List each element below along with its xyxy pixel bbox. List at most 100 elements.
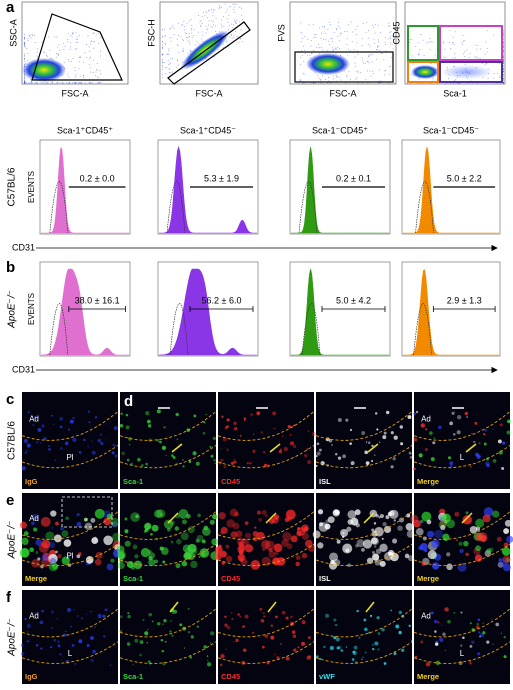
event-dot <box>24 78 26 80</box>
event-dot <box>24 43 26 45</box>
event-dot <box>231 27 233 29</box>
signal <box>285 656 290 661</box>
event-dot <box>40 82 42 84</box>
event-dot <box>33 35 35 36</box>
gate <box>439 25 503 61</box>
event-dot <box>181 50 183 52</box>
event-dot <box>96 62 98 64</box>
signal <box>500 632 503 635</box>
event-dot <box>337 25 339 27</box>
micrograph: ISL <box>312 493 415 586</box>
event-dot <box>24 75 26 77</box>
event-dot <box>503 44 504 46</box>
event-dot <box>503 51 504 53</box>
gate <box>167 21 251 85</box>
event-dot <box>377 45 379 47</box>
event-dot <box>236 19 238 21</box>
event-dot <box>168 50 170 52</box>
event-dot <box>177 45 179 47</box>
stain-label: CD45 <box>221 574 240 583</box>
event-dot <box>67 41 68 43</box>
boundary <box>119 444 217 469</box>
event-dot <box>367 82 369 84</box>
signal <box>187 631 190 634</box>
signal <box>410 514 419 523</box>
event-dot <box>24 62 26 64</box>
event-dot <box>161 36 163 38</box>
event-dot <box>389 36 391 37</box>
event-dot <box>215 18 217 20</box>
signal <box>219 663 223 667</box>
signal <box>324 613 330 618</box>
event-dot <box>167 53 169 55</box>
event-dot <box>320 82 322 84</box>
event-dot <box>227 21 229 23</box>
signal <box>41 554 49 562</box>
event-dot <box>426 42 428 43</box>
signal <box>97 613 102 619</box>
pointer-arrow <box>363 512 375 524</box>
event-dot <box>462 44 464 46</box>
signal <box>316 442 320 446</box>
image-bg <box>414 493 510 586</box>
boundary <box>315 543 413 567</box>
event-dot <box>486 30 488 32</box>
signal <box>273 514 280 520</box>
signal <box>382 522 387 527</box>
signal <box>76 513 80 517</box>
event-dot <box>340 32 342 34</box>
signal <box>356 539 365 548</box>
signal <box>243 419 246 421</box>
signal <box>384 551 393 561</box>
event-dot <box>59 50 61 51</box>
event-dot <box>24 42 26 44</box>
stain-label: Sca-1 <box>123 477 143 486</box>
event-dot <box>177 60 179 62</box>
event-dot <box>161 48 163 50</box>
event-dot <box>312 23 314 25</box>
event-dot <box>98 42 100 44</box>
pointer-arrow <box>465 443 477 453</box>
signal <box>53 423 55 425</box>
signal <box>212 436 216 440</box>
signal <box>331 444 333 446</box>
signal <box>221 415 224 418</box>
event-dot <box>327 29 329 30</box>
signal <box>211 538 219 546</box>
event-dot <box>24 77 26 78</box>
event-dot <box>233 37 235 39</box>
signal <box>214 552 222 561</box>
signal <box>147 424 152 428</box>
image-bg <box>120 392 216 489</box>
signal <box>361 431 366 436</box>
signal <box>270 635 275 640</box>
event-dot <box>29 34 31 36</box>
event-dot <box>186 22 188 24</box>
signal <box>478 631 481 634</box>
event-dot <box>197 31 199 33</box>
signal <box>307 636 311 640</box>
region-label: Ad <box>421 611 431 620</box>
signal <box>59 425 63 429</box>
signal <box>19 547 30 558</box>
signal <box>290 535 298 543</box>
signal <box>127 612 130 615</box>
event-dot <box>70 34 72 36</box>
boundary <box>119 641 217 664</box>
signal <box>187 526 195 534</box>
signal <box>273 427 276 430</box>
signal <box>214 462 217 465</box>
event-dot <box>419 49 421 51</box>
event-dot <box>313 37 315 38</box>
signal <box>337 418 342 422</box>
event-dot <box>32 35 33 37</box>
event-dot <box>91 40 93 42</box>
event-dot <box>177 59 178 61</box>
event-dot <box>211 19 213 21</box>
signal <box>126 642 131 646</box>
signal <box>61 530 69 538</box>
signal <box>52 563 59 570</box>
signal <box>395 624 400 629</box>
signal <box>297 646 300 649</box>
